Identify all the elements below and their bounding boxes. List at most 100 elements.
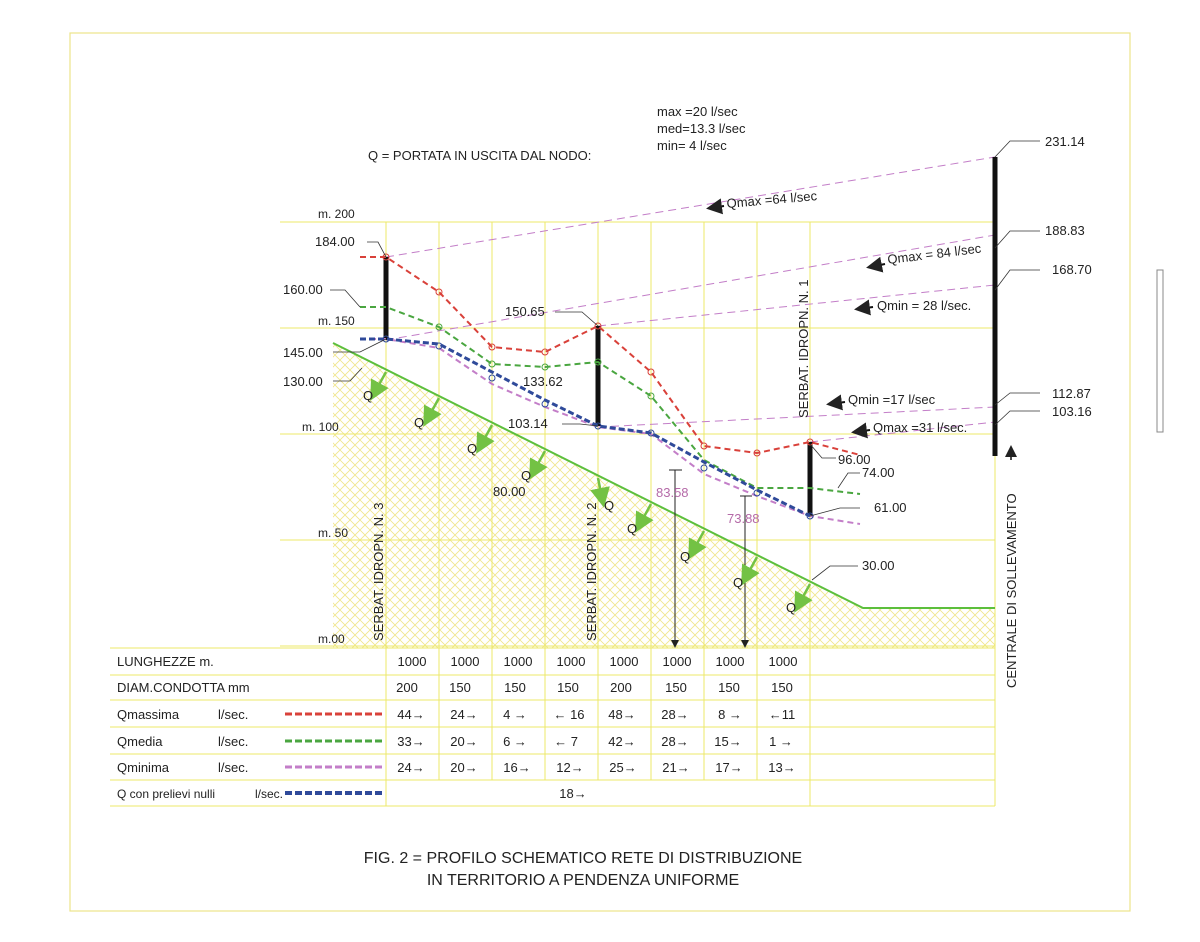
- q-definition: Q = PORTATA IN USCITA DAL NODO:: [368, 148, 591, 163]
- elev-112-87: 112.87: [1052, 386, 1091, 401]
- ground-line: [332, 342, 995, 609]
- table-cell: 6 →: [503, 734, 527, 749]
- table-cell: 33→: [397, 734, 424, 749]
- q-value-min: min= 4 l/sec: [657, 138, 727, 153]
- table-cell: 12→: [556, 760, 583, 775]
- elev-133-62: 133.62: [523, 374, 563, 389]
- table-cell: 150: [771, 680, 793, 695]
- table-cell: 1000: [451, 654, 480, 669]
- terrain-hatch: [333, 343, 995, 648]
- table-cell: 8 →: [718, 707, 742, 722]
- table-cell: 1000: [716, 654, 745, 669]
- elev-130: 130.00: [283, 374, 323, 389]
- elev-74: 74.00: [862, 465, 895, 480]
- flow-label-qmin-28: Qmin = 28 l/sec.: [877, 298, 971, 313]
- table-cell: 15→: [714, 734, 741, 749]
- table-cell: 150: [718, 680, 740, 695]
- flow-label-qmin-17: Qmin =17 l/sec: [848, 392, 936, 407]
- elev-103-16: 103.16: [1052, 404, 1092, 419]
- qnull-line: [360, 337, 811, 518]
- scale-200: m. 200: [318, 207, 355, 221]
- q-marker: Q: [627, 521, 637, 536]
- flow-direction-arrows: [706, 198, 886, 439]
- scale-150: m. 150: [318, 314, 355, 328]
- pressure-guide-lines: [385, 156, 996, 443]
- q-marker: Q: [733, 575, 743, 590]
- scale-50: m. 50: [318, 526, 348, 540]
- table-cell: 150: [504, 680, 526, 695]
- scale-100: m. 100: [302, 420, 339, 434]
- q-markers: Q Q Q Q Q Q Q Q Q: [363, 388, 796, 615]
- table-cell: 1000: [769, 654, 798, 669]
- table-row-labels: LUNGHEZZE m. DIAM.CONDOTTA mm Qmassima l…: [117, 654, 283, 801]
- caption-line-1: FIG. 2 = PROFILO SCHEMATICO RETE DI DIST…: [364, 850, 802, 867]
- row-label-qmed: Qmedia: [117, 734, 163, 749]
- row-unit-qnull: l/sec.: [255, 787, 283, 801]
- pumping-station-label: CENTRALE DI SOLLEVAMENTO: [1004, 493, 1019, 688]
- row-label-diameter: DIAM.CONDOTTA mm: [117, 680, 250, 695]
- row-unit-qmed: l/sec.: [218, 734, 248, 749]
- elev-231-14: 231.14: [1045, 134, 1085, 149]
- outflow-arrows: [370, 371, 813, 613]
- table-cell: 44→: [397, 707, 424, 722]
- q-marker: Q: [786, 600, 796, 615]
- reservoir-1-label: SERBAT. IDROPN. N. 1: [796, 280, 811, 418]
- table-cell: 16→: [503, 760, 530, 775]
- elev-83-58: 83.58: [656, 485, 689, 500]
- legend-samples: [285, 712, 382, 795]
- table-cell: 20→: [450, 760, 477, 775]
- scale-0: m.00: [318, 632, 345, 646]
- elev-103-14: 103.14: [508, 416, 548, 431]
- q-marker: Q: [521, 468, 531, 483]
- node-markers: [382, 253, 814, 520]
- row-label-qmax: Qmassima: [117, 707, 180, 722]
- table-cell: 21→: [662, 760, 689, 775]
- qmin-line: [360, 338, 861, 525]
- elev-73-88: 73.88: [727, 511, 760, 526]
- table-cell: 28→: [661, 734, 688, 749]
- caption-line-2: IN TERRITORIO A PENDENZA UNIFORME: [427, 872, 739, 889]
- reservoir-2-label: SERBAT. IDROPN. N. 2: [584, 503, 599, 641]
- table-cell: 150: [449, 680, 471, 695]
- elev-80: 80.00: [493, 484, 526, 499]
- table-grid: [110, 440, 996, 807]
- row-label-lengths: LUNGHEZZE m.: [117, 654, 214, 669]
- table-cells: 1000 1000 1000 1000 1000 1000 1000 1000 …: [396, 654, 797, 801]
- table-cell: 24→: [397, 760, 424, 775]
- table-cell: 20→: [450, 734, 477, 749]
- side-bar-mark: [1156, 269, 1164, 433]
- table-cell: 1000: [557, 654, 586, 669]
- leader-lines: [330, 140, 1040, 581]
- table-cell: 13→: [768, 760, 795, 775]
- elev-61: 61.00: [874, 500, 907, 515]
- elev-160: 160.00: [283, 282, 323, 297]
- elev-145: 145.00: [283, 345, 323, 360]
- q-value-med: med=13.3 l/sec: [657, 121, 746, 136]
- qmed-line: [360, 306, 861, 495]
- row-label-qnull: Q con prelievi nulli: [117, 787, 215, 801]
- reservoir-3-label: SERBAT. IDROPN. N. 3: [371, 503, 386, 641]
- table-cell: ← 7: [554, 734, 578, 749]
- table-cell: 48→: [608, 707, 635, 722]
- table-cell: 1000: [610, 654, 639, 669]
- table-cell: ←11: [769, 707, 796, 722]
- table-cell: 24→: [450, 707, 477, 722]
- table-cell: 1000: [398, 654, 427, 669]
- row-unit-qmax: l/sec.: [218, 707, 248, 722]
- row-label-qmin: Qminima: [117, 760, 170, 775]
- elev-30: 30.00: [862, 558, 895, 573]
- q-marker: Q: [363, 388, 373, 403]
- q-value-max: max =20 l/sec: [657, 104, 738, 119]
- table-cell: 28→: [661, 707, 688, 722]
- table-cell: 42→: [608, 734, 635, 749]
- elev-188-83: 188.83: [1045, 223, 1085, 238]
- elev-96: 96.00: [838, 452, 871, 467]
- elev-168-70: 168.70: [1052, 262, 1092, 277]
- qmax-line: [360, 256, 861, 456]
- table-cell: 200: [396, 680, 418, 695]
- table-cell: 1000: [663, 654, 692, 669]
- table-cell: 150: [665, 680, 687, 695]
- table-cell: 1 →: [769, 734, 793, 749]
- piezometric-bars: [383, 157, 998, 516]
